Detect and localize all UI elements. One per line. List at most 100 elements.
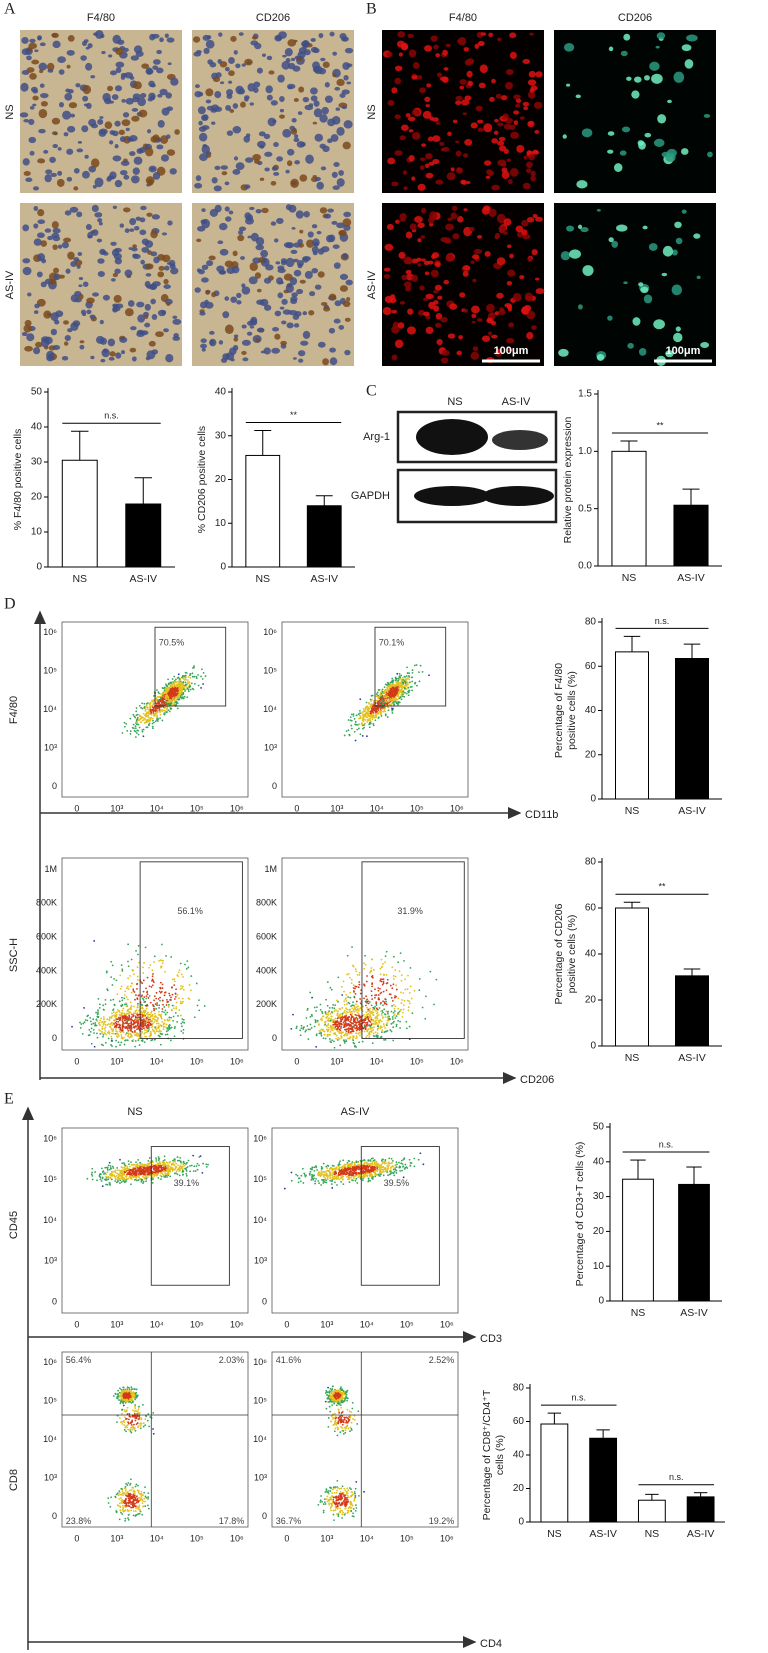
event: [171, 987, 173, 989]
event: [174, 1027, 176, 1029]
band-label: Arg-1: [363, 431, 390, 443]
cell: [274, 334, 280, 340]
event: [200, 676, 202, 678]
cell: [394, 78, 401, 85]
cell: [298, 86, 304, 92]
event: [337, 1011, 339, 1013]
event: [414, 665, 416, 667]
event: [166, 999, 168, 1001]
event: [167, 698, 169, 700]
event: [139, 1044, 141, 1046]
event: [149, 1024, 151, 1026]
cell: [609, 237, 614, 242]
cell: [131, 116, 139, 122]
cell: [107, 86, 113, 91]
event: [159, 1029, 161, 1031]
event: [354, 1021, 356, 1023]
cell: [230, 296, 237, 302]
event: [104, 1028, 106, 1030]
event: [169, 711, 171, 713]
event: [103, 1019, 105, 1021]
cell: [67, 126, 75, 133]
event: [140, 707, 142, 709]
cell: [407, 308, 413, 314]
event: [327, 1012, 329, 1014]
event: [139, 727, 141, 729]
event: [138, 995, 140, 997]
event: [121, 970, 123, 972]
event: [380, 973, 382, 975]
event: [379, 702, 381, 704]
event: [400, 675, 402, 677]
event: [159, 714, 161, 716]
event: [323, 1015, 325, 1017]
event: [302, 1027, 304, 1029]
event: [157, 1027, 159, 1029]
cell: [69, 102, 77, 108]
event: [392, 708, 394, 710]
cell: [137, 314, 145, 322]
cell: [83, 282, 89, 287]
event: [367, 708, 369, 710]
cell: [387, 52, 393, 57]
event: [162, 1004, 164, 1006]
event: [326, 1025, 328, 1027]
cell: [207, 35, 212, 39]
cell: [107, 175, 114, 179]
event: [183, 688, 185, 690]
event: [126, 730, 128, 732]
event: [99, 1024, 101, 1026]
event: [372, 1014, 374, 1016]
event: [363, 1014, 365, 1016]
cell: [126, 128, 130, 131]
flow-frame: [62, 858, 248, 1050]
cell: [147, 179, 153, 185]
event: [166, 1012, 168, 1014]
cell: [395, 114, 401, 119]
event: [201, 668, 203, 670]
cell: [260, 250, 268, 258]
event: [330, 1041, 332, 1043]
event: [142, 967, 144, 969]
cell: [102, 93, 110, 102]
event: [385, 683, 387, 685]
cell: [53, 268, 59, 274]
event: [181, 974, 183, 976]
event: [366, 1018, 368, 1020]
cell: [528, 122, 533, 126]
cell: [345, 318, 351, 322]
cell: [241, 283, 245, 288]
cell: [627, 343, 634, 349]
cell: [28, 119, 34, 125]
cell: [398, 252, 405, 259]
event: [153, 1030, 155, 1032]
event: [161, 720, 163, 722]
cell: [453, 120, 457, 124]
event: [412, 669, 414, 671]
event: [397, 1020, 399, 1022]
event: [158, 1023, 160, 1025]
event: [396, 685, 398, 687]
cell: [244, 184, 250, 189]
cell: [498, 309, 505, 315]
event: [154, 995, 156, 997]
cell: [318, 33, 323, 38]
event: [159, 991, 161, 993]
event: [200, 687, 202, 689]
cell: [38, 63, 47, 71]
event: [143, 1027, 145, 1029]
event: [162, 1000, 164, 1002]
cell: [260, 178, 264, 181]
event: [377, 1012, 379, 1014]
cell: [39, 109, 48, 118]
event: [368, 1013, 370, 1015]
cell: [644, 133, 651, 138]
event: [152, 726, 154, 728]
micrograph: [554, 30, 716, 193]
cell: [242, 357, 248, 361]
cell: [234, 334, 238, 337]
event: [178, 677, 180, 679]
event: [356, 729, 358, 731]
event: [143, 713, 145, 715]
cell: [397, 31, 405, 37]
